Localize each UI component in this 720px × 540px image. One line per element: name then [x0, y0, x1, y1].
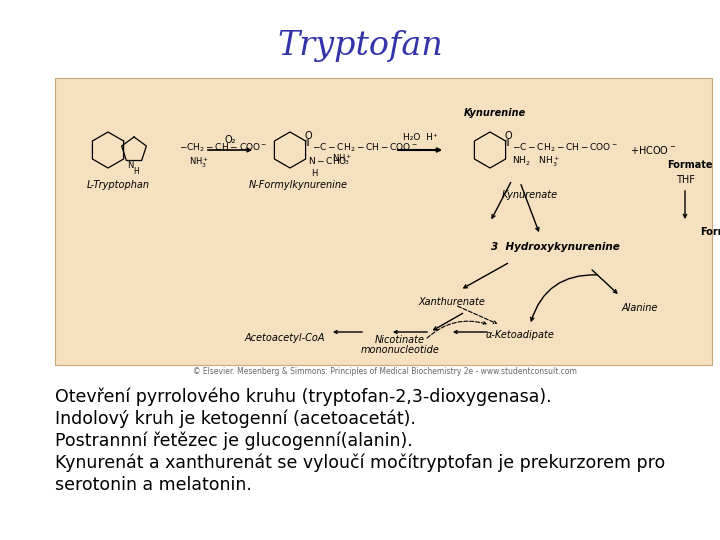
- Text: Kynurenate: Kynurenate: [502, 190, 558, 200]
- Text: 3  Hydroxykynurenine: 3 Hydroxykynurenine: [490, 242, 619, 252]
- Text: Acetoacetyl-CoA: Acetoacetyl-CoA: [245, 333, 325, 343]
- Text: H₂O  H⁺: H₂O H⁺: [402, 133, 437, 143]
- Text: mononucleotide: mononucleotide: [361, 345, 439, 355]
- Text: © Elsevier. Mesenberg & Simmons: Principles of Medical Biochemistry 2e - www.stu: © Elsevier. Mesenberg & Simmons: Princip…: [193, 368, 577, 376]
- Bar: [55, 78, 712, 365]
- Text: O: O: [504, 131, 512, 141]
- Text: THF: THF: [675, 175, 694, 185]
- Text: $\mathsf{N-CHO}$: $\mathsf{N-CHO}$: [308, 154, 347, 165]
- Text: L-Tryptophan: L-Tryptophan: [86, 180, 150, 190]
- Text: serotonin a melatonin.: serotonin a melatonin.: [55, 476, 252, 494]
- Text: Otevření pyrrolového kruhu (tryptofan-2,3-dioxygenasa).: Otevření pyrrolového kruhu (tryptofan-2,…: [55, 388, 552, 407]
- Text: Nicotinate: Nicotinate: [375, 335, 425, 345]
- Text: Postrannní řetězec je glucogenní(alanin).: Postrannní řetězec je glucogenní(alanin)…: [55, 432, 413, 450]
- Text: H: H: [133, 166, 139, 176]
- Text: $\mathsf{-C-CH_2-CH-COO^-}$: $\mathsf{-C-CH_2-CH-COO^-}$: [312, 141, 418, 154]
- Text: ||: ||: [505, 138, 510, 145]
- Text: $\mathsf{-C-CH_2-CH-COO^-}$: $\mathsf{-C-CH_2-CH-COO^-}$: [512, 141, 618, 154]
- Text: Kynurenine: Kynurenine: [464, 108, 526, 118]
- Text: $\mathsf{NH_2\quad NH_3^+}$: $\mathsf{NH_2\quad NH_3^+}$: [512, 155, 560, 169]
- Text: $\mathsf{-CH_2-CH-COO^-}$: $\mathsf{-CH_2-CH-COO^-}$: [179, 141, 267, 154]
- Text: N: N: [127, 161, 133, 171]
- Text: O₂: O₂: [224, 135, 235, 145]
- Text: H: H: [311, 168, 318, 178]
- Text: Alanine: Alanine: [622, 303, 658, 313]
- Text: $\mathsf{NH_3^+}$: $\mathsf{NH_3^+}$: [332, 153, 352, 167]
- Text: Xanthurenate: Xanthurenate: [418, 297, 485, 307]
- Text: Indolový kruh je ketogenní (acetoacetát).: Indolový kruh je ketogenní (acetoacetát)…: [55, 410, 416, 429]
- Text: $\mathsf{+ HCOO^-}$: $\mathsf{+ HCOO^-}$: [630, 144, 676, 156]
- Text: N-Formylkynurenine: N-Formylkynurenine: [248, 180, 348, 190]
- Text: ||: ||: [305, 138, 310, 145]
- Text: Formate: Formate: [667, 160, 713, 170]
- Text: Formyl-THF: Formyl-THF: [700, 227, 720, 237]
- Text: α-Ketoadipate: α-Ketoadipate: [485, 330, 554, 340]
- Text: O: O: [304, 131, 312, 141]
- Text: Kynurenát a xanthurenát se vyloučí močítryptofan je prekurzorem pro: Kynurenát a xanthurenát se vyloučí močít…: [55, 454, 665, 472]
- Text: $\mathsf{NH_3^+}$: $\mathsf{NH_3^+}$: [189, 156, 209, 170]
- Text: Tryptofan: Tryptofan: [277, 30, 443, 62]
